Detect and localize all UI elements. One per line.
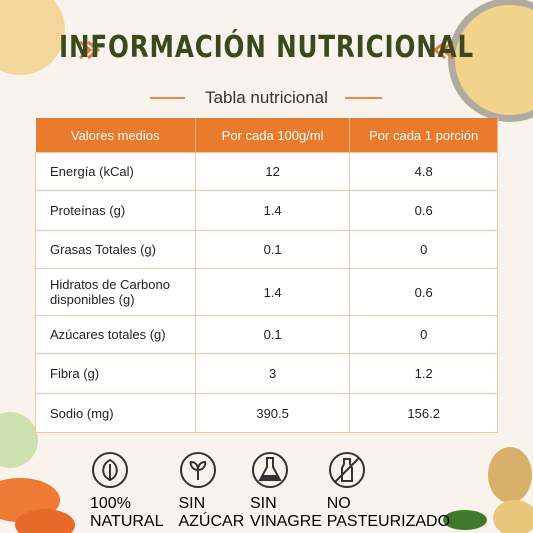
- table-row: Fibra (g) 3 1.2: [35, 353, 498, 394]
- table-row: Azúcares totales (g) 0.1 0: [35, 315, 498, 354]
- cell-value: 0.1: [194, 315, 351, 354]
- cell-value: 156.2: [349, 393, 498, 433]
- badge-label: 100% NATURAL: [90, 495, 164, 530]
- badge-label: SIN AZÚCAR: [178, 495, 245, 530]
- nutrition-table: Valores medios Por cada 100g/ml Por cada 1…: [35, 118, 498, 433]
- cell-label: Hidratos de Carbono disponibles (g): [35, 268, 196, 316]
- cell-label: Grasas Totales (g): [35, 230, 196, 269]
- column-header: Por cada 100g/ml: [195, 118, 351, 153]
- badge-label: NO PASTEURIZADO: [326, 495, 451, 530]
- cell-label: Sodio (mg): [35, 393, 196, 433]
- cell-value: 12: [194, 152, 351, 191]
- column-header: Valores medios: [35, 118, 196, 153]
- table-row: Grasas Totales (g) 0.1 0: [35, 230, 498, 269]
- badge: 100% NATURAL: [90, 450, 178, 531]
- cell-value: 0.6: [349, 268, 498, 316]
- cell-label: Fibra (g): [35, 353, 196, 394]
- table-row: Hidratos de Carbono disponibles (g) 1.4 0.…: [35, 268, 498, 316]
- table-row: Sodio (mg) 390.5 156.2: [35, 393, 498, 433]
- badges: 100% NATURAL SIN AZÚCAR SIN VINAGRE NO PAST…: [90, 450, 450, 531]
- badge-icon: [328, 452, 365, 488]
- cell-value: 0: [349, 315, 498, 354]
- badge: SIN VINAGRE: [250, 450, 327, 531]
- badge: SIN AZÚCAR: [178, 450, 249, 531]
- badge-icon: [92, 452, 128, 488]
- badge-label: SIN VINAGRE: [249, 495, 322, 530]
- cell-value: 0: [349, 230, 498, 269]
- cell-value: 3: [194, 353, 351, 394]
- badge-icon: [251, 452, 288, 488]
- cell-label: Proteínas (g): [35, 190, 196, 231]
- cell-value: 390.5: [194, 393, 351, 433]
- badge-icon: [180, 452, 217, 488]
- cell-label: Azúcares totales (g): [35, 315, 196, 354]
- badge: NO PASTEURIZADO: [327, 450, 450, 531]
- table-row: Energía (kCal) 12 4.8: [35, 152, 498, 191]
- subtitle: Tabla nutricional: [205, 88, 328, 107]
- cell-value: 0.1: [194, 230, 351, 269]
- column-header: Por cada 1 porción: [349, 118, 498, 153]
- cell-value: 1.4: [194, 268, 351, 316]
- title: INFORMACIÓN NUTRICIONAL: [59, 30, 474, 65]
- cell-value: 0.6: [349, 190, 498, 231]
- cell-value: 1.4: [194, 190, 351, 231]
- cell-value: 1.2: [349, 353, 498, 394]
- cell-label: Energía (kCal): [35, 152, 196, 191]
- cell-value: 4.8: [349, 152, 498, 191]
- table-row: Proteínas (g) 1.4 0.6: [35, 190, 498, 231]
